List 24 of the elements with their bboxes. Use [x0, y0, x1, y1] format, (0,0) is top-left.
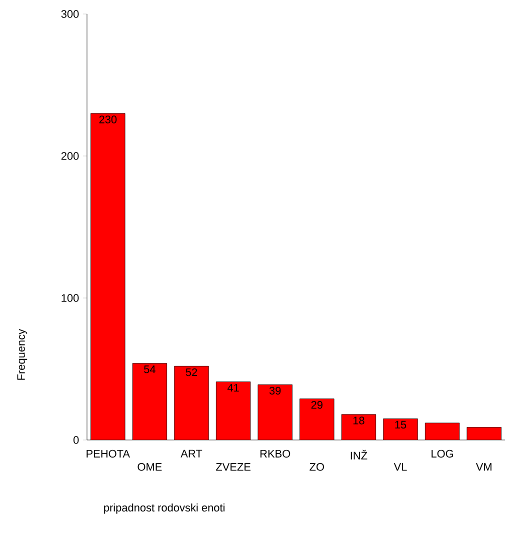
data-label: 18 [353, 416, 364, 424]
x-tick-label: VL [394, 463, 407, 471]
x-tick-label: ZO [310, 463, 324, 471]
y-tick-label: 300 [61, 10, 79, 18]
y-axis-title: Frequency [17, 328, 28, 380]
data-label: 230 [99, 116, 117, 124]
x-tick-label: ART [180, 450, 202, 458]
data-label: 29 [311, 401, 322, 409]
data-label: 39 [269, 386, 281, 395]
x-tick-label: LOG [432, 450, 454, 458]
y-tick-label: 100 [62, 294, 79, 302]
x-tick-label: PEHOTA [86, 450, 130, 458]
data-label: 54 [144, 366, 156, 374]
x-tick-label: OME [138, 463, 162, 471]
data-label: 15 [395, 420, 406, 429]
x-tick-label: INŽ [350, 450, 368, 460]
x-axis-title: pripadnost rodovski enoti [104, 503, 224, 514]
x-tick-label: ZVEZE [216, 463, 250, 471]
data-label: 41 [227, 384, 239, 392]
y-tick-label: 0 [73, 436, 79, 444]
x-tick-label: VM [476, 463, 492, 471]
x-tick-label: RKBO [260, 450, 290, 458]
data-label: 52 [186, 368, 198, 376]
y-tick-label: 200 [61, 152, 79, 160]
